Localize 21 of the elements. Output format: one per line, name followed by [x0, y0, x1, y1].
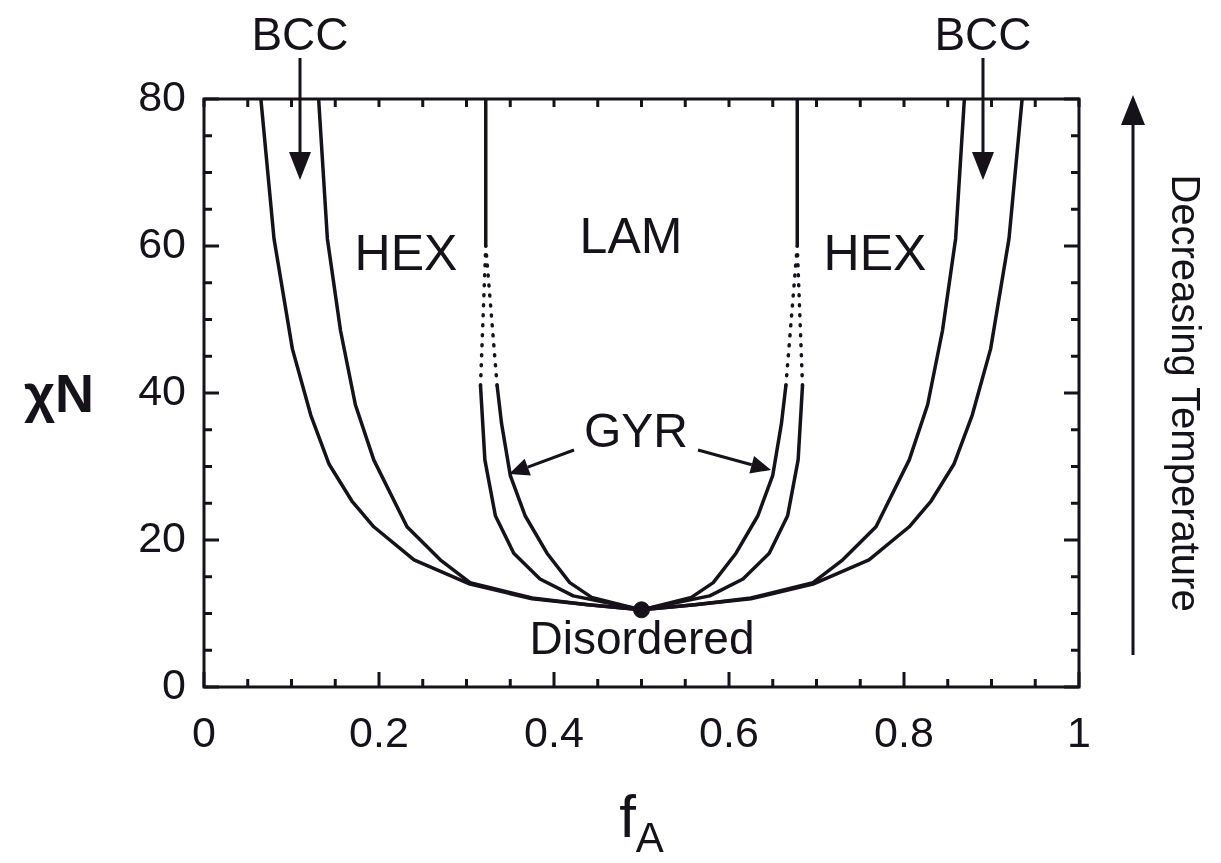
text: Decreasing Temperature — [1163, 174, 1208, 612]
x-tick-label: 0.6 — [699, 707, 759, 756]
y-axis-title: χN — [24, 363, 95, 423]
x-tick-label: 0.4 — [524, 707, 584, 756]
text: BCC — [251, 7, 349, 60]
y-tick-label: 60 — [138, 218, 186, 267]
y-tick-label: 80 — [138, 71, 186, 120]
text: BCC — [934, 7, 1032, 60]
y-tick-label: 0 — [162, 659, 186, 708]
annotation: HEX — [823, 224, 927, 281]
x-tick-label: 0 — [192, 707, 216, 756]
annotation: HEX — [354, 224, 458, 281]
x-tick-label: 0.2 — [349, 707, 409, 756]
annotation: LAM — [579, 207, 683, 264]
annotation: Disordered — [529, 611, 755, 664]
x-tick-label: 0.8 — [874, 707, 934, 756]
y-tick-label: 20 — [138, 512, 186, 561]
y-tick-label: 40 — [138, 365, 186, 414]
x-axis-title: f$_{A}$ — [619, 783, 664, 861]
annotation: GYR — [583, 404, 689, 458]
x-tick-label: 1 — [1067, 707, 1091, 756]
